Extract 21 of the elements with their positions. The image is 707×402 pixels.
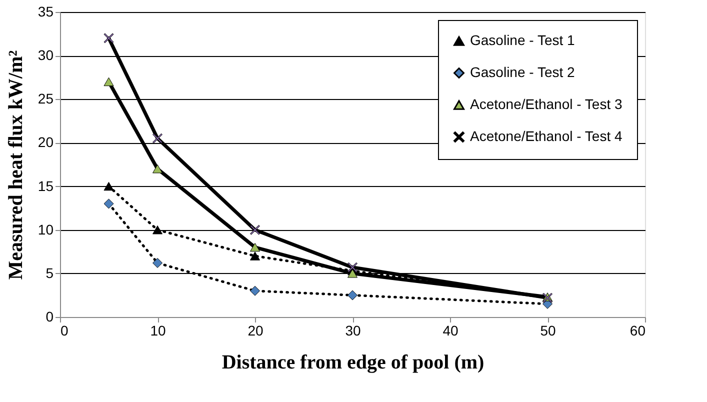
x-tick-label: 10	[150, 322, 166, 338]
y-tick-label: 25	[38, 90, 54, 107]
x-tick-label: 60	[630, 322, 646, 338]
y-tick-label: 20	[38, 134, 54, 150]
legend-label: Gasoline - Test 2	[470, 64, 576, 80]
y-tick-label: 10	[38, 221, 54, 238]
y-tick-label: 15	[38, 178, 54, 194]
x-axis-title: Distance from edge of pool (m)	[222, 352, 484, 374]
x-tick-label: 0	[60, 322, 68, 338]
legend-label: Acetone/Ethanol - Test 3	[470, 96, 622, 112]
y-tick-label: 30	[38, 47, 54, 64]
y-tick-label: 5	[46, 264, 54, 281]
x-tick-label: 50	[540, 322, 556, 338]
legend-label: Acetone/Ethanol - Test 4	[470, 128, 622, 144]
y-tick-label: 0	[46, 308, 54, 324]
y-axis-title: Measured heat flux kW/m²	[4, 50, 27, 280]
y-tick-label: 35	[38, 4, 54, 20]
x-tick-label: 30	[345, 322, 361, 338]
legend-label: Gasoline - Test 1	[470, 32, 576, 48]
x-tick-label: 20	[248, 322, 264, 338]
x-tick-label: 40	[442, 322, 458, 338]
